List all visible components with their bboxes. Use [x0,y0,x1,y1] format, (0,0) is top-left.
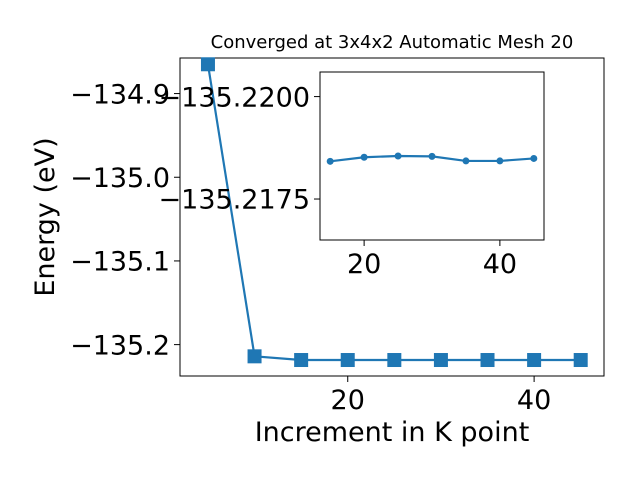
x-axis-label: Increment in K point [255,417,530,448]
inset-data-point [496,157,504,165]
inset-ticks: 20 40 −135.2200 −135.2175 [159,82,518,280]
inset-series [326,152,538,165]
inset-x-tick-label: 20 [347,249,381,280]
main-series [200,57,588,368]
inset-x-tick-label: 40 [483,249,517,280]
main-x-tick-label: 20 [331,385,365,416]
main-y-tick-label: −134.9 [70,79,170,110]
main-data-point [200,57,215,72]
main-data-point [527,353,542,368]
inset-data-point [326,157,334,165]
inset-y-tick-label: −135.2175 [159,185,310,216]
inset-axes: 20 40 −135.2200 −135.2175 [159,71,545,280]
main-data-point [433,353,448,368]
inset-data-point [462,157,470,165]
main-data-point [247,349,262,364]
inset-data-point [360,153,368,161]
inset-data-point [530,154,538,162]
y-axis-label: Energy (eV) [30,137,61,296]
main-y-tick-label: −135.1 [70,247,170,278]
main-y-tick-label: −135.0 [70,163,170,194]
main-data-point [387,353,402,368]
inset-data-point [428,152,436,160]
main-y-tick-label: −135.2 [70,330,170,361]
main-data-point [480,353,495,368]
main-x-tick-label: 40 [517,385,551,416]
main-data-point [340,353,355,368]
inset-y-tick-label: −135.2200 [159,82,310,113]
chart-title: Converged at 3x4x2 Automatic Mesh 20 [211,32,574,53]
inset-data-point [394,152,402,160]
main-data-point [294,353,309,368]
main-ticks: 20 40 −134.9 −135.0 −135.1 −135.2 [70,79,551,416]
main-data-point [573,353,588,368]
